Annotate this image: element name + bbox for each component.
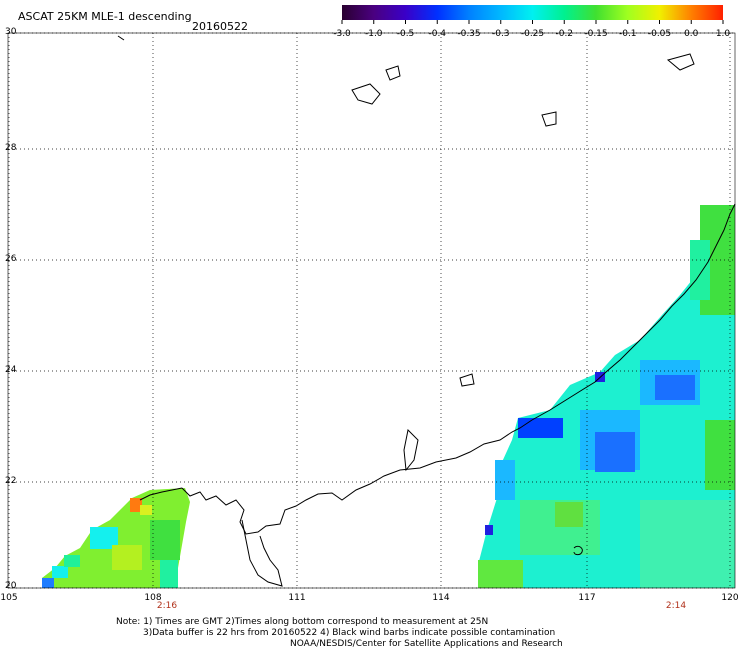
colorbar-gradient <box>342 5 723 20</box>
colorbar-tick-label: -3.0 <box>333 29 351 39</box>
map-frame <box>7 32 736 589</box>
cell-orange <box>130 498 142 512</box>
lon-label: 111 <box>288 593 306 603</box>
colorbar-tick-label: -0.4 <box>428 29 447 39</box>
cell-cyan <box>52 566 68 578</box>
map-title: ASCAT 25KM MLE-1 descending <box>18 10 192 23</box>
cell-blue-2 <box>655 375 695 400</box>
color-scale-bar <box>341 5 724 24</box>
map-date: 20160522 <box>192 20 248 33</box>
colorbar-tick-label: -0.2 <box>555 29 574 39</box>
lon-label: 108 <box>144 593 162 603</box>
cell-aqua-3 <box>690 240 710 300</box>
lat-label: 22 <box>5 476 17 486</box>
cell-blue <box>42 578 54 588</box>
colorbar-tick-label: -0.5 <box>396 29 415 39</box>
cell-aqua-2 <box>160 560 178 588</box>
colorbar-tick-label: 1.0 <box>715 29 731 39</box>
colorbar-tick-label: -0.15 <box>584 29 608 39</box>
cell-aqua <box>64 555 80 567</box>
cell-green-2 <box>555 502 583 527</box>
lat-label: 20 <box>5 581 17 591</box>
cell-deepblue <box>518 418 563 438</box>
colorbar-tick-label: -0.1 <box>618 29 637 39</box>
cell-lime <box>112 545 142 570</box>
lat-lon-grid <box>8 32 735 589</box>
pass-time-right: 2:14 <box>665 601 687 611</box>
scatterometer-swath-right <box>478 205 735 588</box>
cell-blue <box>595 432 635 472</box>
note-line-1: Note: 1) Times are GMT 2)Times along bot… <box>116 617 489 627</box>
cell-green <box>478 560 523 588</box>
cell-green-4 <box>705 420 735 490</box>
cell-green <box>150 520 180 560</box>
coastline <box>117 35 736 587</box>
note-line-2: 3)Data buffer is 22 hrs from 20160522 4)… <box>143 628 556 638</box>
swath-right-base <box>478 205 735 588</box>
cell-lightblue-3 <box>495 460 515 500</box>
lat-label: 26 <box>5 254 17 264</box>
cell-aqua-2 <box>640 500 735 588</box>
lat-label: 28 <box>5 143 17 153</box>
lat-label: 24 <box>5 365 17 375</box>
scatterometer-swath-left <box>42 488 190 588</box>
note-line-3: NOAA/NESDIS/Center for Satellite Applica… <box>290 639 563 649</box>
cell-yellow <box>140 505 152 515</box>
cell-indigo-2 <box>485 525 493 535</box>
colorbar-tick-label: 0.0 <box>684 29 699 39</box>
lon-label: 114 <box>432 593 450 603</box>
lat-label: 30 <box>5 27 17 37</box>
colorbar-tick-label: -0.35 <box>457 29 481 39</box>
cell-cyan-2 <box>90 527 118 549</box>
lon-label: 105 <box>0 593 18 603</box>
colorbar-tick-label: -0.3 <box>491 29 510 39</box>
colorbar-tick-label: -0.05 <box>647 29 672 39</box>
colorbar-tick-label: -1.0 <box>364 29 383 39</box>
lon-label: 120 <box>721 593 739 603</box>
pass-time-left: 2:16 <box>156 601 178 611</box>
colorbar-tick-label: -0.25 <box>520 29 545 39</box>
lon-label: 117 <box>578 593 596 603</box>
